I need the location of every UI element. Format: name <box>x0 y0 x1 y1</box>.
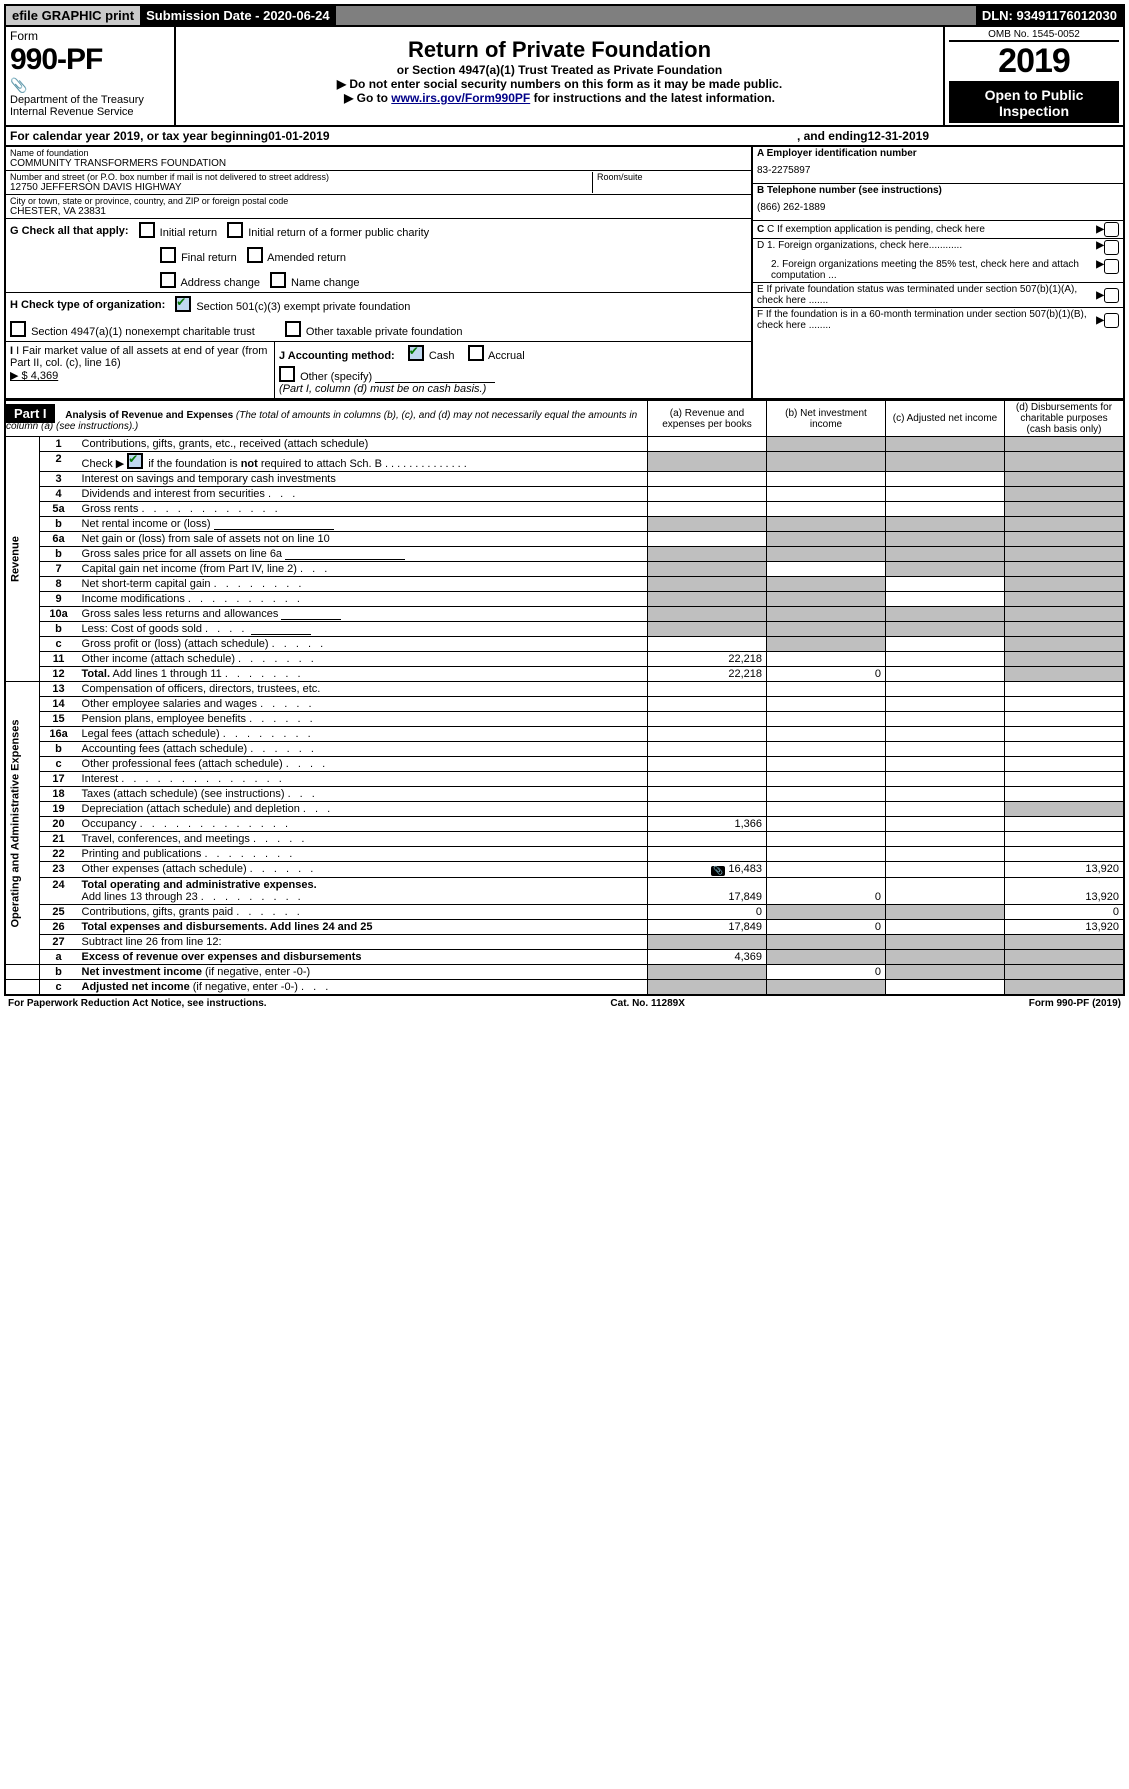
chk-F[interactable] <box>1104 313 1119 328</box>
chk-schB[interactable] <box>127 453 143 469</box>
col-b-header: (b) Net investment income <box>767 401 886 437</box>
chk-4947a1[interactable] <box>10 321 26 337</box>
chk-initial-return[interactable] <box>139 222 155 238</box>
form-label: Form <box>10 29 170 43</box>
page-footer: For Paperwork Reduction Act Notice, see … <box>4 996 1125 1011</box>
submission-date: Submission Date - 2020-06-24 <box>140 6 336 25</box>
room-label: Room/suite <box>597 172 747 182</box>
revenue-sidebar: Revenue <box>5 437 39 682</box>
tax-year: 2019 <box>949 40 1119 83</box>
chk-501c3[interactable] <box>175 296 191 312</box>
chk-amended-return[interactable] <box>247 247 263 263</box>
form-header: Form 990-PF 📎 Department of the Treasury… <box>4 27 1125 127</box>
name-label: Name of foundation <box>10 148 747 158</box>
form-subtitle: or Section 4947(a)(1) Trust Treated as P… <box>180 63 939 77</box>
chk-final-return[interactable] <box>160 247 176 263</box>
foundation-city: CHESTER, VA 23831 <box>10 206 747 217</box>
B-label: B Telephone number (see instructions) <box>757 185 942 196</box>
J-section: J Accounting method: Cash Accrual Other … <box>275 342 751 398</box>
calendar-year-row: For calendar year 2019, or tax year begi… <box>4 127 1125 147</box>
col-d-header: (d) Disbursements for charitable purpose… <box>1005 401 1125 437</box>
omb-number: OMB No. 1545-0052 <box>949 29 1119 40</box>
addr-label: Number and street (or P.O. box number if… <box>10 172 592 182</box>
chk-cash[interactable] <box>408 345 424 361</box>
ein: 83-2275897 <box>757 159 1119 182</box>
H-checkboxes: H Check type of organization: Section 50… <box>6 293 751 342</box>
irs-label: Internal Revenue Service <box>10 106 170 118</box>
form-title: Return of Private Foundation <box>180 37 939 63</box>
chk-other-taxable[interactable] <box>285 321 301 337</box>
col-a-header: (a) Revenue and expenses per books <box>648 401 767 437</box>
dept-label: Department of the Treasury <box>10 94 170 106</box>
chk-other-method[interactable] <box>279 366 295 382</box>
top-bar: efile GRAPHIC print Submission Date - 20… <box>4 4 1125 27</box>
attachment-icon[interactable]: 📎 <box>711 866 725 876</box>
chk-E[interactable] <box>1104 288 1119 303</box>
footer-formno: Form 990-PF (2019) <box>1029 998 1121 1009</box>
chk-accrual[interactable] <box>468 345 484 361</box>
phone: (866) 262-1889 <box>757 196 1119 219</box>
footer-left: For Paperwork Reduction Act Notice, see … <box>8 998 267 1009</box>
chk-address-change[interactable] <box>160 272 176 288</box>
efile-label: efile GRAPHIC print <box>6 6 140 25</box>
J-note: (Part I, column (d) must be on cash basi… <box>279 383 747 395</box>
chk-D1[interactable] <box>1104 240 1119 255</box>
city-label: City or town, state or province, country… <box>10 196 747 206</box>
chk-initial-former[interactable] <box>227 222 243 238</box>
dln: DLN: 93491176012030 <box>976 6 1123 25</box>
chk-name-change[interactable] <box>270 272 286 288</box>
form990pf-link[interactable]: www.irs.gov/Form990PF <box>391 91 530 105</box>
expenses-sidebar: Operating and Administrative Expenses <box>5 682 39 965</box>
G-checkboxes: G Check all that apply: Initial return I… <box>6 219 751 293</box>
part1-table: Part I Analysis of Revenue and Expenses … <box>4 400 1125 996</box>
fmv-value: ▶ $ 4,369 <box>10 369 270 382</box>
footer-catno: Cat. No. 11289X <box>610 998 684 1009</box>
form-number: 990-PF <box>10 43 170 77</box>
foundation-name: COMMUNITY TRANSFORMERS FOUNDATION <box>10 158 747 169</box>
col-c-header: (c) Adjusted net income <box>886 401 1005 437</box>
chk-C[interactable] <box>1104 222 1119 237</box>
entity-info: Name of foundation COMMUNITY TRANSFORMER… <box>4 147 1125 400</box>
open-to-public: Open to Public Inspection <box>949 83 1119 123</box>
form-note1: ▶ Do not enter social security numbers o… <box>180 77 939 91</box>
A-label: A Employer identification number <box>757 148 917 159</box>
foundation-address: 12750 JEFFERSON DAVIS HIGHWAY <box>10 182 592 193</box>
chk-D2[interactable] <box>1104 259 1119 274</box>
